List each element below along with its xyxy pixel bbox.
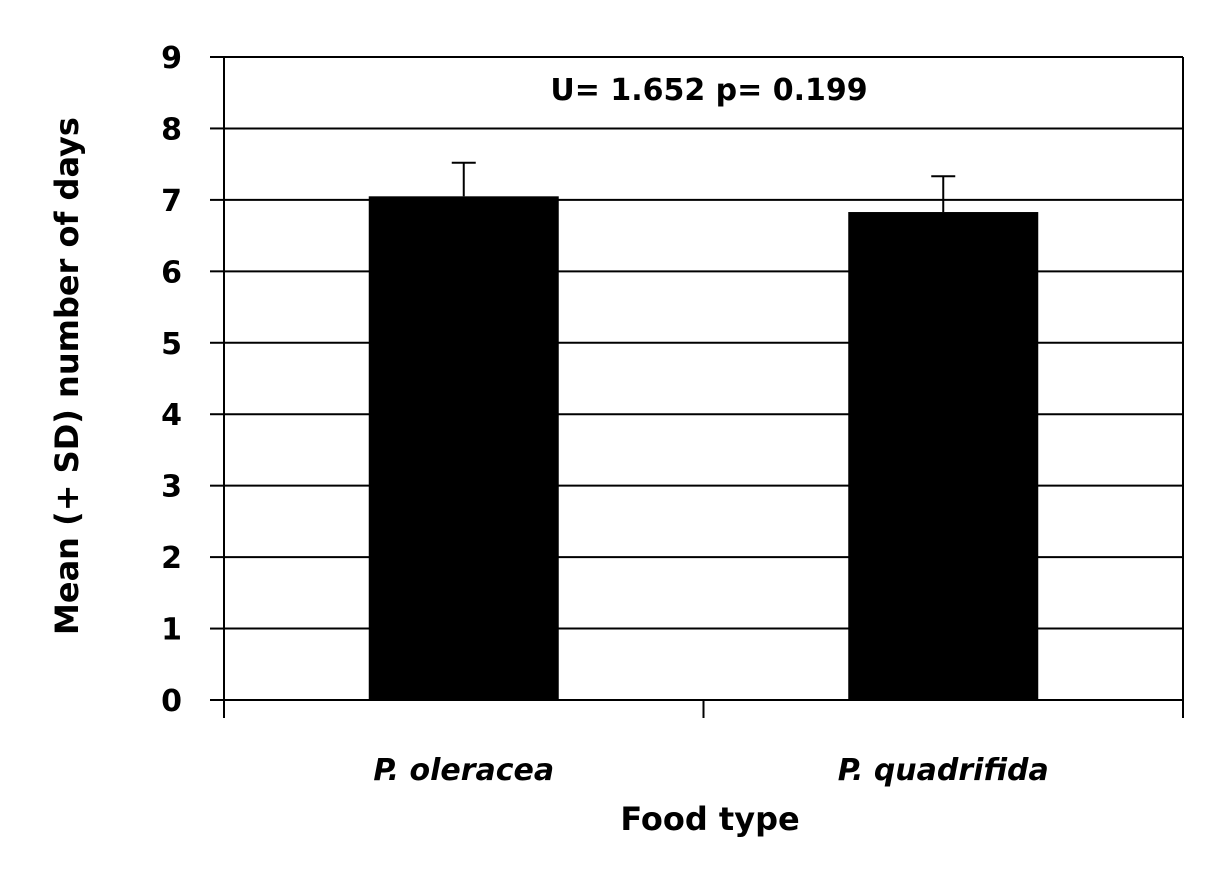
y-tick-label: 4 (161, 398, 182, 433)
y-tick-labels: 0 1 2 3 4 5 6 7 8 9 (161, 41, 182, 719)
bars (368, 161, 1039, 701)
y-tick-label: 3 (161, 470, 182, 505)
y-tick-label: 6 (161, 255, 182, 290)
y-axis-title: Mean (+ SD) number of days (48, 117, 86, 635)
y-tick-label: 7 (161, 184, 182, 219)
y-tick-label: 0 (161, 684, 182, 719)
gridlines (224, 56, 1183, 630)
x-category-labels: P. oleracea P. quadrifida (373, 753, 1048, 788)
stat-annotation: U= 1.652 p= 0.199 (550, 73, 867, 108)
axes (210, 56, 1184, 718)
bar (848, 212, 1039, 701)
x-axis-title: Food type (620, 800, 799, 838)
y-tick-label: 9 (161, 41, 182, 76)
bar (368, 196, 559, 701)
y-tick-label: 2 (161, 541, 182, 576)
y-tick-label: 8 (161, 112, 182, 147)
y-tick-label: 1 (161, 613, 182, 648)
x-category-label: P. quadrifida (838, 753, 1049, 788)
x-category-label: P. oleracea (373, 753, 554, 788)
y-tick-label: 5 (161, 327, 182, 362)
